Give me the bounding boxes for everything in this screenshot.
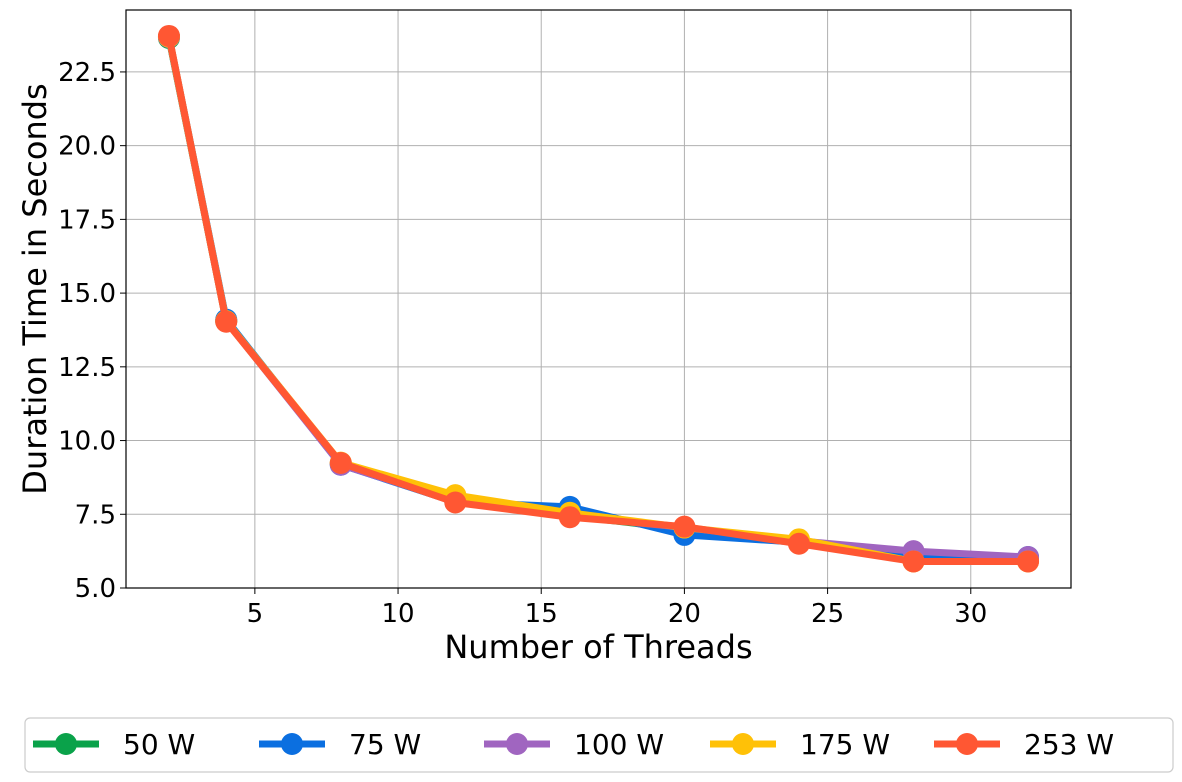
y-tick-label: 10.0 [58,427,116,457]
data-point [1017,550,1040,573]
legend-entry: 253 W [934,728,1114,761]
legend-entry: 100 W [484,728,664,761]
y-tick-label: 20.0 [58,132,116,162]
x-axis-title: Number of Threads [444,628,752,666]
legend-swatch-marker [506,733,528,755]
legend: 50 W 75 W 100 W 175 W 253 W [24,717,1174,773]
x-tick-label: 30 [954,599,987,629]
data-point [215,310,238,333]
y-tick-label: 15.0 [58,279,116,309]
y-tick-label: 17.5 [58,205,116,235]
x-tick-label: 15 [525,599,558,629]
legend-swatch-marker [732,733,754,755]
data-point [329,451,352,474]
series-75w [157,25,1040,569]
data-point [558,506,581,529]
data-point [673,515,696,538]
legend-label: 175 W [800,728,890,761]
data-point [787,532,810,555]
y-tick-label: 5.0 [75,574,116,604]
data-point [444,491,467,514]
series-line [165,33,1032,561]
y-tick-label: 12.5 [58,353,116,383]
legend-label: 253 W [1024,728,1114,761]
x-tick-label: 25 [811,599,844,629]
y-tick-label: 7.5 [75,500,116,530]
data-point [902,550,925,573]
legend-label: 100 W [574,728,664,761]
series-100w [157,26,1040,569]
legend-swatch-marker [281,733,303,755]
legend-frame [24,717,1174,773]
series-50w [157,27,1040,571]
series-line [165,34,1032,564]
legend-swatch-marker [956,733,978,755]
y-axis-title: Duration Time in Seconds [16,83,54,494]
series-line [165,33,1032,565]
series-175w [157,25,1040,573]
x-tick-label: 10 [381,599,414,629]
series-layer [157,24,1040,573]
x-tick-label: 5 [247,599,264,629]
series-line [165,32,1032,565]
legend-entry: 50 W [33,728,195,761]
legend-label: 50 W [123,728,195,761]
legend-swatch-marker [55,733,77,755]
grid [126,10,1071,589]
legend-entry: 75 W [259,728,421,761]
legend-label: 75 W [349,728,421,761]
ticks: 5 10 15 20 25 30 5.0 7.5 10.0 12.5 15.0 17.5 20.0 22.… [58,58,987,629]
y-tick-label: 22.5 [58,58,116,88]
data-point [157,24,180,47]
series-line [165,33,1032,561]
series-253w [157,24,1040,573]
legend-entry: 175 W [710,728,890,761]
plot-frame [125,9,1072,589]
x-tick-label: 20 [668,599,701,629]
